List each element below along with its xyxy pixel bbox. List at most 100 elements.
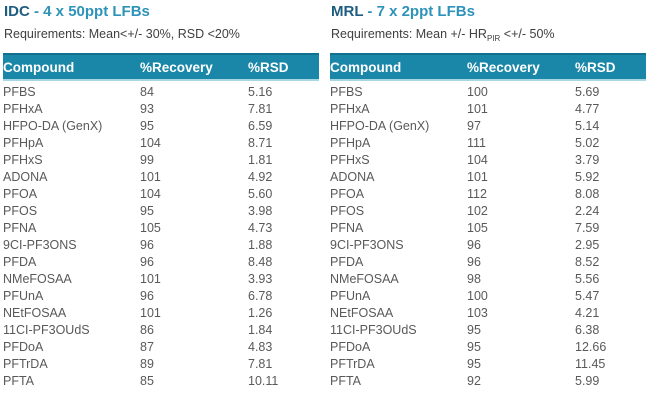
rsd-cell: 7.59 <box>575 221 600 235</box>
rsd-cell: 1.84 <box>248 323 273 337</box>
recovery-column-header: %Recovery <box>140 53 248 81</box>
requirements-subscript: PIR <box>486 34 501 43</box>
table-row: PFHxS 99 1.81 <box>3 152 319 169</box>
table-row: PFTrDA 95 11.45 <box>330 356 646 373</box>
table-row: PFOS 95 3.98 <box>3 203 319 220</box>
table-row: 9CI-PF3ONS 96 2.95 <box>330 237 646 254</box>
rsd-cell: 4.21 <box>575 306 600 320</box>
compound-cell: NMeFOSAA <box>330 272 399 286</box>
table-row: PFDoA 87 4.83 <box>3 339 319 356</box>
compound-column-header: Compound <box>3 53 140 81</box>
table-row: PFOS 102 2.24 <box>330 203 646 220</box>
rsd-cell: 1.26 <box>248 306 273 320</box>
table-row: PFHpA 111 5.02 <box>330 135 646 152</box>
compound-cell: PFDA <box>330 255 364 269</box>
idc-table-body: PFBS 84 5.16 PFHxA 93 7.81 HFPO-DA (GenX) 95 6.5… <box>3 80 319 390</box>
compound-cell: NEtFOSAA <box>3 306 67 320</box>
compound-cell: PFBS <box>330 85 363 99</box>
table-row: PFTA 92 5.99 <box>330 373 646 390</box>
table-row: 11CI-PF3OUdS 95 6.38 <box>330 322 646 339</box>
mrl-results-table: Compound %Recovery %RSD PFBS 100 5.69 PFHxA… <box>330 53 646 390</box>
compound-cell: PFHpA <box>330 136 371 150</box>
recovery-cell: 86 <box>140 323 154 337</box>
requirements-post: <+/- 50% <box>500 27 555 41</box>
recovery-cell: 101 <box>140 170 161 184</box>
table-row: PFDA 96 8.48 <box>3 254 319 271</box>
rsd-cell: 4.92 <box>248 170 273 184</box>
recovery-cell: 95 <box>467 323 481 337</box>
rsd-cell: 2.95 <box>575 238 600 252</box>
rsd-cell: 3.93 <box>248 272 273 286</box>
rsd-cell: 6.38 <box>575 323 600 337</box>
rsd-cell: 5.14 <box>575 119 600 133</box>
recovery-cell: 104 <box>467 153 488 167</box>
table-row: HFPO-DA (GenX) 97 5.14 <box>330 118 646 135</box>
mrl-panel-title: MRL - 7 x 2ppt LFBs <box>331 3 646 20</box>
table-row: 9CI-PF3ONS 96 1.88 <box>3 237 319 254</box>
recovery-cell: 95 <box>467 340 481 354</box>
table-row: PFTrDA 89 7.81 <box>3 356 319 373</box>
idc-panel-title: IDC - 4 x 50ppt LFBs <box>4 3 319 20</box>
requirements-pre: Requirements: Mean +/- HR <box>331 27 487 41</box>
idc-results-table: Compound %Recovery %RSD PFBS 84 5.16 PFHxA 9… <box>3 53 319 390</box>
compound-cell: PFOS <box>330 204 365 218</box>
rsd-cell: 6.78 <box>248 289 273 303</box>
recovery-cell: 104 <box>140 187 161 201</box>
rsd-cell: 4.77 <box>575 102 600 116</box>
table-row: ADONA 101 5.92 <box>330 169 646 186</box>
table-row: PFOA 112 8.08 <box>330 186 646 203</box>
recovery-cell: 85 <box>140 374 154 388</box>
rsd-cell: 5.99 <box>575 374 600 388</box>
recovery-cell: 97 <box>467 119 481 133</box>
recovery-cell: 96 <box>140 289 154 303</box>
recovery-cell: 95 <box>140 204 154 218</box>
rsd-cell: 7.81 <box>248 102 273 116</box>
rsd-cell: 4.73 <box>248 221 273 235</box>
compound-cell: PFOA <box>330 187 365 201</box>
recovery-cell: 96 <box>467 238 481 252</box>
table-row: ADONA 101 4.92 <box>3 169 319 186</box>
table-row: PFHxA 101 4.77 <box>330 101 646 118</box>
rsd-cell: 10.11 <box>248 374 279 388</box>
recovery-cell: 96 <box>140 255 154 269</box>
recovery-cell: 102 <box>467 204 488 218</box>
compound-cell: PFOS <box>3 204 38 218</box>
compound-cell: HFPO-DA (GenX) <box>3 119 103 133</box>
compound-cell: PFTA <box>3 374 35 388</box>
rsd-cell: 2.24 <box>575 204 600 218</box>
recovery-cell: 101 <box>140 306 161 320</box>
compound-cell: PFHxS <box>330 153 370 167</box>
rsd-cell: 11.45 <box>575 357 606 371</box>
rsd-cell: 6.59 <box>248 119 273 133</box>
rsd-cell: 5.47 <box>575 289 600 303</box>
rsd-cell: 4.83 <box>248 340 273 354</box>
table-row: PFOA 104 5.60 <box>3 186 319 203</box>
recovery-cell: 104 <box>140 136 161 150</box>
recovery-cell: 111 <box>467 136 487 150</box>
recovery-cell: 99 <box>140 153 154 167</box>
compound-cell: PFBS <box>3 85 36 99</box>
table-row: PFNA 105 4.73 <box>3 220 319 237</box>
compound-cell: PFHxS <box>3 153 43 167</box>
recovery-cell: 95 <box>140 119 154 133</box>
compound-cell: PFDoA <box>3 340 44 354</box>
rsd-cell: 8.08 <box>575 187 600 201</box>
table-row: NMeFOSAA 98 5.56 <box>330 271 646 288</box>
idc-requirements-text: Requirements: Mean<+/- 30%, RSD <20% <box>4 27 319 43</box>
table-row: PFNA 105 7.59 <box>330 220 646 237</box>
table-row: PFDA 96 8.52 <box>330 254 646 271</box>
title-rest: - 4 x 50ppt LFBs <box>29 3 150 20</box>
recovery-cell: 96 <box>467 255 481 269</box>
table-row: PFUnA 96 6.78 <box>3 288 319 305</box>
rsd-cell: 8.48 <box>248 255 273 269</box>
compound-cell: PFTrDA <box>3 357 48 371</box>
compound-cell: 11CI-PF3OUdS <box>3 323 90 337</box>
recovery-cell: 96 <box>140 238 154 252</box>
compound-cell: NMeFOSAA <box>3 272 72 286</box>
compound-cell: NEtFOSAA <box>330 306 394 320</box>
rsd-column-header: %RSD <box>575 53 646 81</box>
recovery-column-header: %Recovery <box>467 53 575 81</box>
mrl-table-body: PFBS 100 5.69 PFHxA 101 4.77 HFPO-DA (GenX) 97 5… <box>330 80 646 390</box>
recovery-cell: 87 <box>140 340 154 354</box>
